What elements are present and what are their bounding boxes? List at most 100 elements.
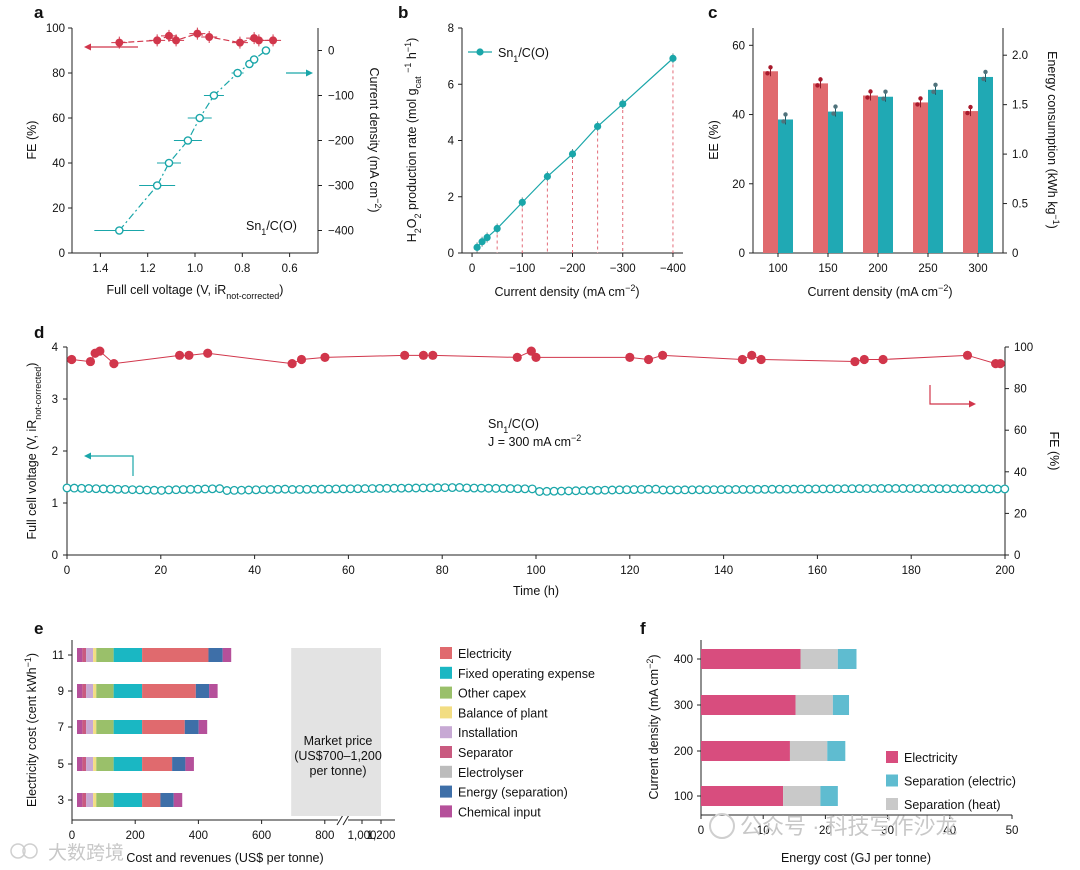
y-tick-label: 60	[52, 113, 65, 125]
voltage-point	[702, 485, 712, 495]
voltage-point	[106, 484, 116, 494]
voltage-point	[556, 486, 566, 496]
voltage-point	[113, 484, 123, 494]
voltage-point	[491, 483, 501, 493]
y-axis-title: Full cell voltage (V, iRnot-corrected)	[25, 363, 43, 540]
y2-axis-title-part: Current density (mA cm	[367, 67, 381, 198]
annotation-current-part: J	[488, 435, 494, 449]
fe-point	[995, 359, 1005, 369]
energy-bar	[978, 76, 993, 253]
cd-point	[152, 181, 162, 190]
cost-segment	[96, 793, 114, 807]
watermark-logo-icon	[22, 843, 38, 859]
fe-point	[643, 354, 654, 365]
y-tick-label: 0	[52, 550, 58, 562]
voltage-point	[949, 484, 959, 494]
voltage-point	[157, 485, 166, 495]
x-tick-label: 20	[819, 825, 832, 837]
cost-segment	[96, 720, 114, 734]
y2-tick-label: 0	[328, 46, 334, 58]
voltage-point	[709, 485, 719, 495]
voltage-point	[295, 484, 305, 494]
energy-dot	[831, 111, 836, 116]
annotation-part: /C(O)	[266, 219, 297, 233]
fe-point	[512, 352, 522, 362]
voltage-point	[462, 483, 472, 493]
energy-segment	[701, 649, 801, 669]
y-tick-label: 100	[674, 791, 693, 803]
energy-segment	[701, 695, 796, 715]
legend-swatch	[440, 765, 452, 778]
voltage-point	[593, 485, 603, 495]
cost-segment	[113, 793, 143, 807]
y2-tick-label: 0	[1014, 550, 1020, 562]
panel-label-b: b	[398, 3, 408, 22]
voltage-point	[782, 484, 792, 494]
annotation: Sn1/C(O)	[246, 219, 297, 237]
legend-swatch	[440, 726, 452, 739]
legend-label-part: 1	[513, 54, 518, 64]
cost-segment	[93, 757, 97, 771]
cost-segment	[93, 793, 97, 807]
x-tick-label: 40	[248, 565, 261, 577]
cost-segment	[86, 793, 94, 807]
cost-segment	[113, 757, 143, 771]
legend-swatch	[440, 647, 452, 659]
fe-point	[164, 31, 173, 40]
voltage-point	[120, 485, 130, 494]
x-axis-title-part: Full cell voltage (V, iR	[107, 283, 227, 297]
x-tick-label: 60	[342, 565, 355, 577]
x-tick-label: 250	[918, 263, 937, 275]
legend-label: Energy (separation)	[458, 786, 568, 800]
voltage-point	[542, 486, 552, 496]
energy-bar	[928, 89, 943, 253]
annotation-current-part: −2	[571, 433, 581, 443]
x-axis-title: Time (h)	[513, 584, 559, 598]
fe-point	[115, 38, 124, 47]
x-axis-title: Full cell voltage (V, iRnot-corrected)	[107, 283, 284, 301]
x-tick-label: 0	[64, 565, 70, 577]
arrow-right-icon	[306, 69, 313, 77]
voltage-point	[804, 484, 813, 494]
rate-point	[543, 172, 551, 181]
cd-point	[195, 113, 205, 123]
cd-point	[115, 226, 124, 235]
fe-axis-arrow	[929, 385, 972, 405]
voltage-point	[375, 483, 385, 493]
x-tick-label: 120	[620, 565, 639, 577]
ee-dot	[868, 89, 873, 94]
legend-swatch	[440, 686, 452, 699]
legend-label-part: /C(O)	[518, 46, 549, 60]
voltage-point	[694, 485, 704, 495]
x-axis-title-part: Current density (mA cm	[807, 285, 938, 299]
voltage-point	[615, 485, 624, 495]
fe-point	[737, 354, 747, 365]
x-tick-label: −100	[509, 263, 535, 275]
x-tick-label: 200	[995, 565, 1014, 577]
y2-axis-title-part: Energy consumption (kWh kg	[1045, 51, 1059, 214]
cost-segment	[82, 757, 87, 771]
cost-segment	[86, 757, 94, 771]
ee-dot	[768, 65, 773, 70]
fe-point	[400, 350, 410, 360]
watermark-right-text: 公众号 · 科技写作沙龙	[740, 814, 958, 839]
rate-point	[594, 122, 602, 131]
x-tick-label: 160	[808, 565, 827, 577]
cost-segment	[86, 648, 94, 662]
x-tick-label: 0	[69, 830, 75, 842]
x-tick-label: 180	[902, 565, 921, 577]
fe-point	[254, 36, 263, 45]
voltage-point	[273, 484, 283, 494]
x-tick-label: 80	[436, 565, 449, 577]
x-axis-title-part: Current density (mA cm	[494, 285, 625, 299]
y2-tick-label: 1.5	[1012, 100, 1028, 112]
y2-axis-title-part: −1	[1051, 214, 1061, 224]
energy-segment	[701, 741, 790, 761]
x-axis-title-part: )	[635, 285, 639, 299]
fe-point	[625, 352, 635, 362]
voltage-point	[622, 485, 632, 495]
energy-dot	[981, 76, 986, 82]
voltage-point	[244, 485, 254, 495]
voltage-point	[629, 485, 639, 494]
y2-tick-label: 0	[1012, 248, 1018, 260]
